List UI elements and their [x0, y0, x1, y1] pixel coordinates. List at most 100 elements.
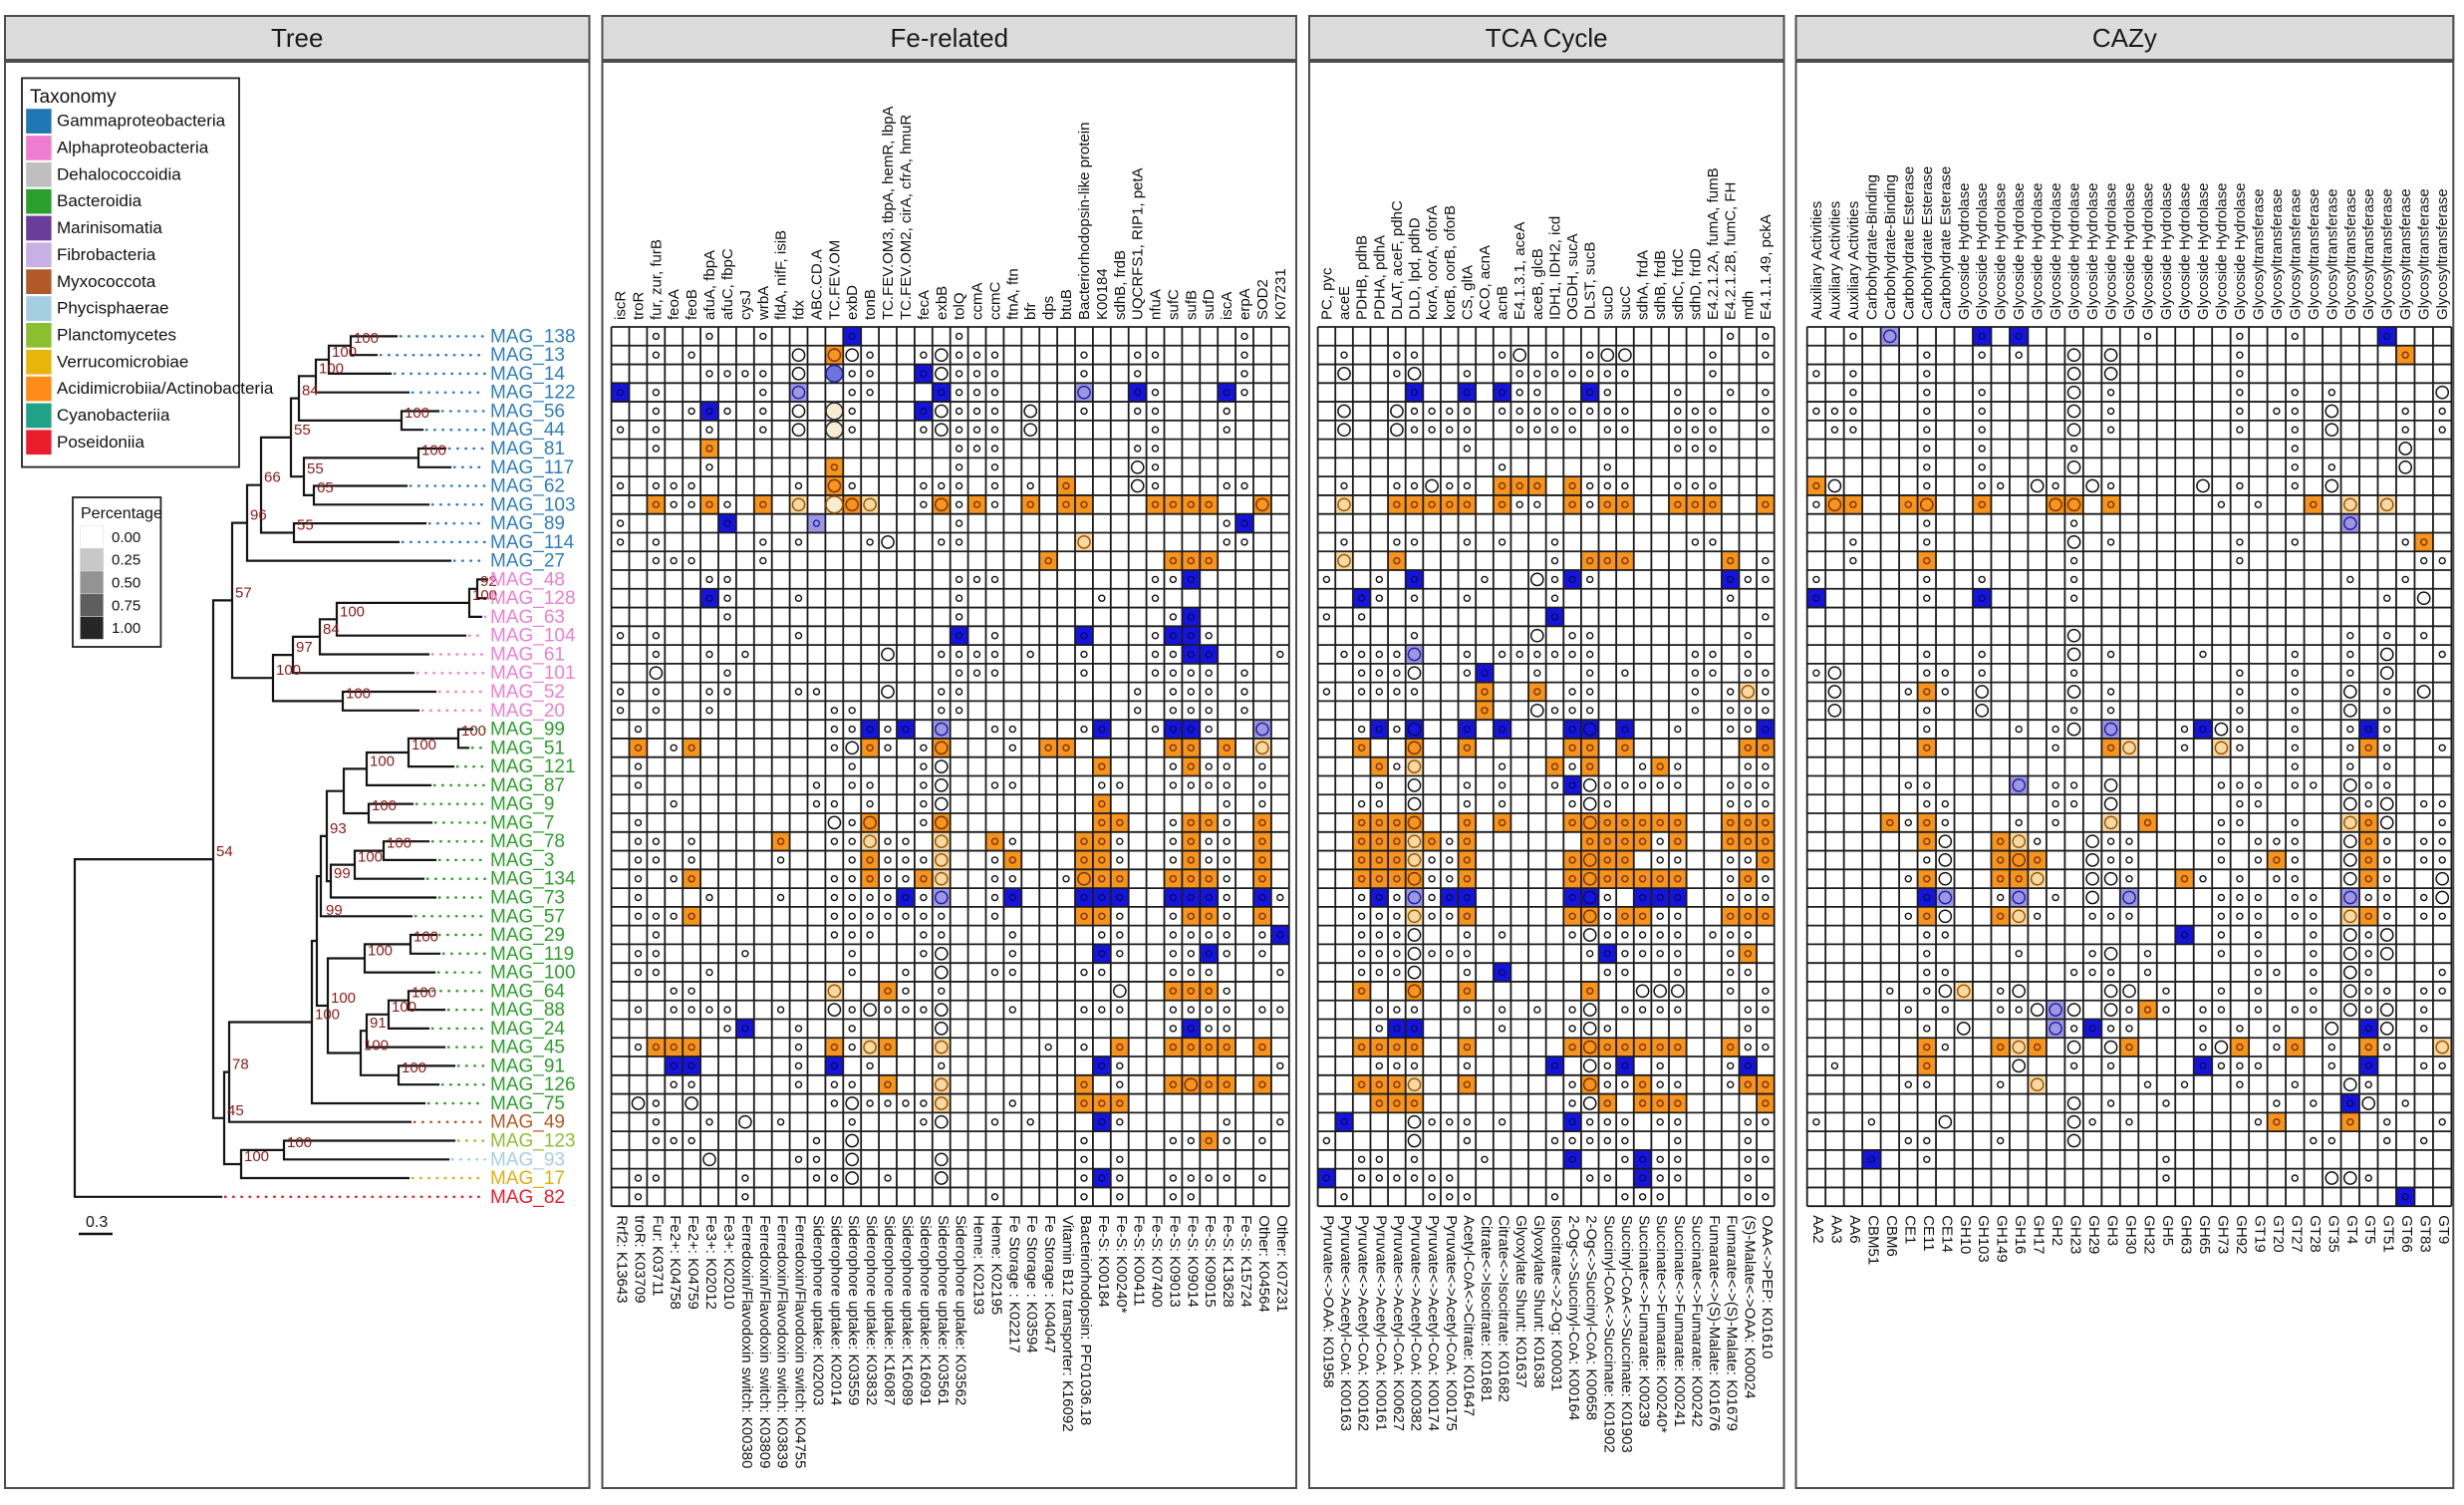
svg-text:Glycoside Hydrolase: Glycoside Hydrolase: [1974, 182, 1991, 320]
svg-text:MAG_128: MAG_128: [490, 588, 576, 609]
svg-text:Glycoside Hydrolase: Glycoside Hydrolase: [1956, 182, 1973, 320]
svg-text:Gammaproteobacteria: Gammaproteobacteria: [57, 112, 226, 131]
svg-text:MAG_87: MAG_87: [490, 775, 565, 796]
svg-text:78: 78: [232, 1056, 249, 1073]
svg-text:Carbohydrate Esterase: Carbohydrate Esterase: [1937, 166, 1954, 320]
svg-text:OGDH, sucA: OGDH, sucA: [1564, 233, 1581, 320]
svg-text:GT51: GT51: [2380, 1215, 2397, 1253]
svg-text:afuC, fbpC: afuC, fbpC: [719, 248, 736, 320]
svg-text:Ferredoxin/Flavodoxin switch:: Ferredoxin/Flavodoxin switch: K03839: [774, 1215, 791, 1468]
svg-text:Myxococcota: Myxococcota: [57, 272, 156, 291]
svg-text:45: 45: [227, 1102, 244, 1119]
svg-text:MAG_7: MAG_7: [490, 812, 554, 833]
svg-text:Pyruvate<->OAA: K01958: Pyruvate<->OAA: K01958: [1319, 1215, 1336, 1387]
svg-text:MAG_17: MAG_17: [490, 1168, 565, 1189]
svg-text:2-Og<->Succinyl-CoA: K00658: 2-Og<->Succinyl-CoA: K00658: [1583, 1215, 1600, 1420]
svg-text:GH63: GH63: [2178, 1215, 2195, 1254]
svg-text:Fumarate<->(S)-Malate: K01679: Fumarate<->(S)-Malate: K01679: [1724, 1215, 1741, 1431]
svg-text:Heme: K02193: Heme: K02193: [970, 1215, 987, 1315]
svg-text:100: 100: [421, 442, 446, 458]
svg-text:TC.FEV.OM3, tbpA, hemR, lbpA: TC.FEV.OM3, tbpA, hemR, lbpA: [880, 106, 897, 320]
svg-text:ACO, acnA: ACO, acnA: [1477, 245, 1494, 320]
svg-text:acnB: acnB: [1495, 286, 1511, 320]
svg-text:erpA: erpA: [1236, 288, 1253, 320]
svg-text:Ferredoxin/Flavodoxin switch:: Ferredoxin/Flavodoxin switch: K04755: [792, 1215, 809, 1468]
svg-text:100: 100: [411, 985, 436, 1002]
svg-text:Glycosyltransferase: Glycosyltransferase: [2324, 188, 2340, 320]
svg-text:Glycosyltransferase: Glycosyltransferase: [2360, 188, 2377, 320]
svg-text:MAG_103: MAG_103: [490, 494, 576, 515]
svg-text:GT35: GT35: [2325, 1215, 2341, 1253]
svg-text:Cyanobacteriia: Cyanobacteriia: [57, 406, 170, 425]
svg-text:fldA, nifF, isiB: fldA, nifF, isiB: [773, 230, 790, 320]
svg-text:nfuA: nfuA: [1148, 289, 1165, 320]
svg-text:MAG_57: MAG_57: [490, 906, 565, 927]
svg-text:Glycoside Hydrolase: Glycoside Hydrolase: [2030, 182, 2047, 320]
svg-text:Glyoxylate Shunt: K01638: Glyoxylate Shunt: K01638: [1530, 1215, 1547, 1387]
svg-text:2-Og<->Succinyl-CoA: K00164: 2-Og<->Succinyl-CoA: K00164: [1565, 1215, 1582, 1420]
svg-text:0.00: 0.00: [112, 529, 140, 546]
svg-text:UQCRFS1, RIP1, petA: UQCRFS1, RIP1, petA: [1130, 167, 1147, 320]
svg-text:100: 100: [368, 943, 393, 960]
svg-text:Vitamin B12 transporter: K1609: Vitamin B12 transporter: K16092: [1059, 1215, 1076, 1431]
svg-text:MAG_51: MAG_51: [490, 738, 565, 758]
svg-text:Fe3+: K02012: Fe3+: K02012: [702, 1215, 719, 1310]
svg-text:Succinate<->Fumarate: K00241: Succinate<->Fumarate: K00241: [1671, 1215, 1688, 1427]
svg-text:GT20: GT20: [2270, 1215, 2287, 1253]
svg-text:GT9: GT9: [2435, 1215, 2452, 1244]
svg-text:84: 84: [323, 621, 340, 638]
svg-text:Pyruvate<->Acetyl-CoA: K00161: Pyruvate<->Acetyl-CoA: K00161: [1372, 1215, 1389, 1431]
svg-text:100: 100: [346, 685, 371, 702]
svg-text:MAG_64: MAG_64: [490, 981, 565, 1002]
svg-text:iscA: iscA: [1219, 292, 1235, 320]
svg-text:Marinisomatia: Marinisomatia: [57, 218, 162, 237]
svg-text:Glycosyltransferase: Glycosyltransferase: [2416, 188, 2433, 320]
svg-text:Glycoside Hydrolase: Glycoside Hydrolase: [1993, 182, 2010, 320]
svg-text:Glycoside Hydrolase: Glycoside Hydrolase: [2103, 182, 2120, 320]
svg-text:Auxiliary Activities: Auxiliary Activities: [1808, 201, 1825, 320]
svg-text:MAG_119: MAG_119: [490, 944, 574, 965]
svg-text:Glycosyltransferase: Glycosyltransferase: [2250, 188, 2267, 320]
svg-text:Glycoside Hydrolase: Glycoside Hydrolase: [2066, 182, 2083, 320]
svg-text:Siderophore uptake: K02003: Siderophore uptake: K02003: [810, 1215, 827, 1405]
svg-text:Glycoside Hydrolase: Glycoside Hydrolase: [2158, 182, 2175, 320]
svg-text:96: 96: [250, 507, 267, 524]
svg-text:korA, oorA, oforA: korA, oorA, oforA: [1424, 205, 1441, 320]
svg-text:K07231: K07231: [1272, 268, 1289, 320]
svg-text:Glycoside Hydrolase: Glycoside Hydrolase: [2177, 182, 2194, 320]
svg-text:Acidimicrobiia/Actinobacteria: Acidimicrobiia/Actinobacteria: [57, 379, 274, 398]
svg-text:Carbohydrate-Binding: Carbohydrate-Binding: [1863, 174, 1880, 320]
svg-text:0.75: 0.75: [112, 597, 140, 614]
svg-text:100: 100: [315, 1007, 340, 1024]
svg-text:Siderophore uptake: K16087: Siderophore uptake: K16087: [881, 1215, 898, 1405]
svg-text:GT28: GT28: [2307, 1215, 2324, 1253]
svg-text:bfr: bfr: [1022, 302, 1039, 320]
svg-text:ftnA, ftn: ftnA, ftn: [1004, 268, 1021, 320]
svg-text:MAG_20: MAG_20: [490, 701, 565, 722]
svg-text:MAG_29: MAG_29: [490, 925, 565, 946]
svg-text:Citrate<->Isocitrate: K01681: Citrate<->Isocitrate: K01681: [1478, 1215, 1495, 1402]
svg-text:100: 100: [413, 928, 438, 945]
svg-text:ccmC: ccmC: [987, 282, 1004, 320]
svg-text:Glycoside Hydrolase: Glycoside Hydrolase: [2084, 182, 2101, 320]
svg-text:aceB, glcB: aceB, glcB: [1529, 248, 1546, 320]
svg-text:Bacteriorhodopsin: PF01036.18: Bacteriorhodopsin: PF01036.18: [1077, 1215, 1094, 1425]
svg-text:MAG_121: MAG_121: [490, 756, 576, 777]
svg-text:Pyruvate<->Acetyl-CoA: K00162: Pyruvate<->Acetyl-CoA: K00162: [1355, 1215, 1372, 1431]
svg-text:Carbohydrate Esterase: Carbohydrate Esterase: [1919, 166, 1936, 320]
svg-text:AA3: AA3: [1827, 1215, 1844, 1243]
svg-text:IDH1, IDH2, icd: IDH1, IDH2, icd: [1547, 216, 1564, 320]
svg-text:100: 100: [364, 1038, 389, 1054]
svg-text:Fe-S: K09013: Fe-S: K09013: [1166, 1215, 1183, 1308]
svg-text:Fumarate<->(S)-Malate: K01676: Fumarate<->(S)-Malate: K01676: [1706, 1215, 1723, 1431]
svg-text:92: 92: [480, 573, 497, 590]
svg-text:Fe-related: Fe-related: [891, 23, 1009, 53]
svg-text:Citrate<->Isocitrate: K01682: Citrate<->Isocitrate: K01682: [1496, 1215, 1512, 1402]
svg-text:CAZy: CAZy: [2092, 23, 2157, 53]
svg-text:Glycoside Hydrolase: Glycoside Hydrolase: [2121, 182, 2138, 320]
svg-text:aceE: aceE: [1336, 286, 1353, 320]
svg-text:MAG_52: MAG_52: [490, 682, 565, 703]
svg-text:MAG_82: MAG_82: [490, 1187, 565, 1208]
svg-text:MAG_100: MAG_100: [490, 963, 576, 984]
svg-text:Percentage: Percentage: [81, 505, 162, 522]
